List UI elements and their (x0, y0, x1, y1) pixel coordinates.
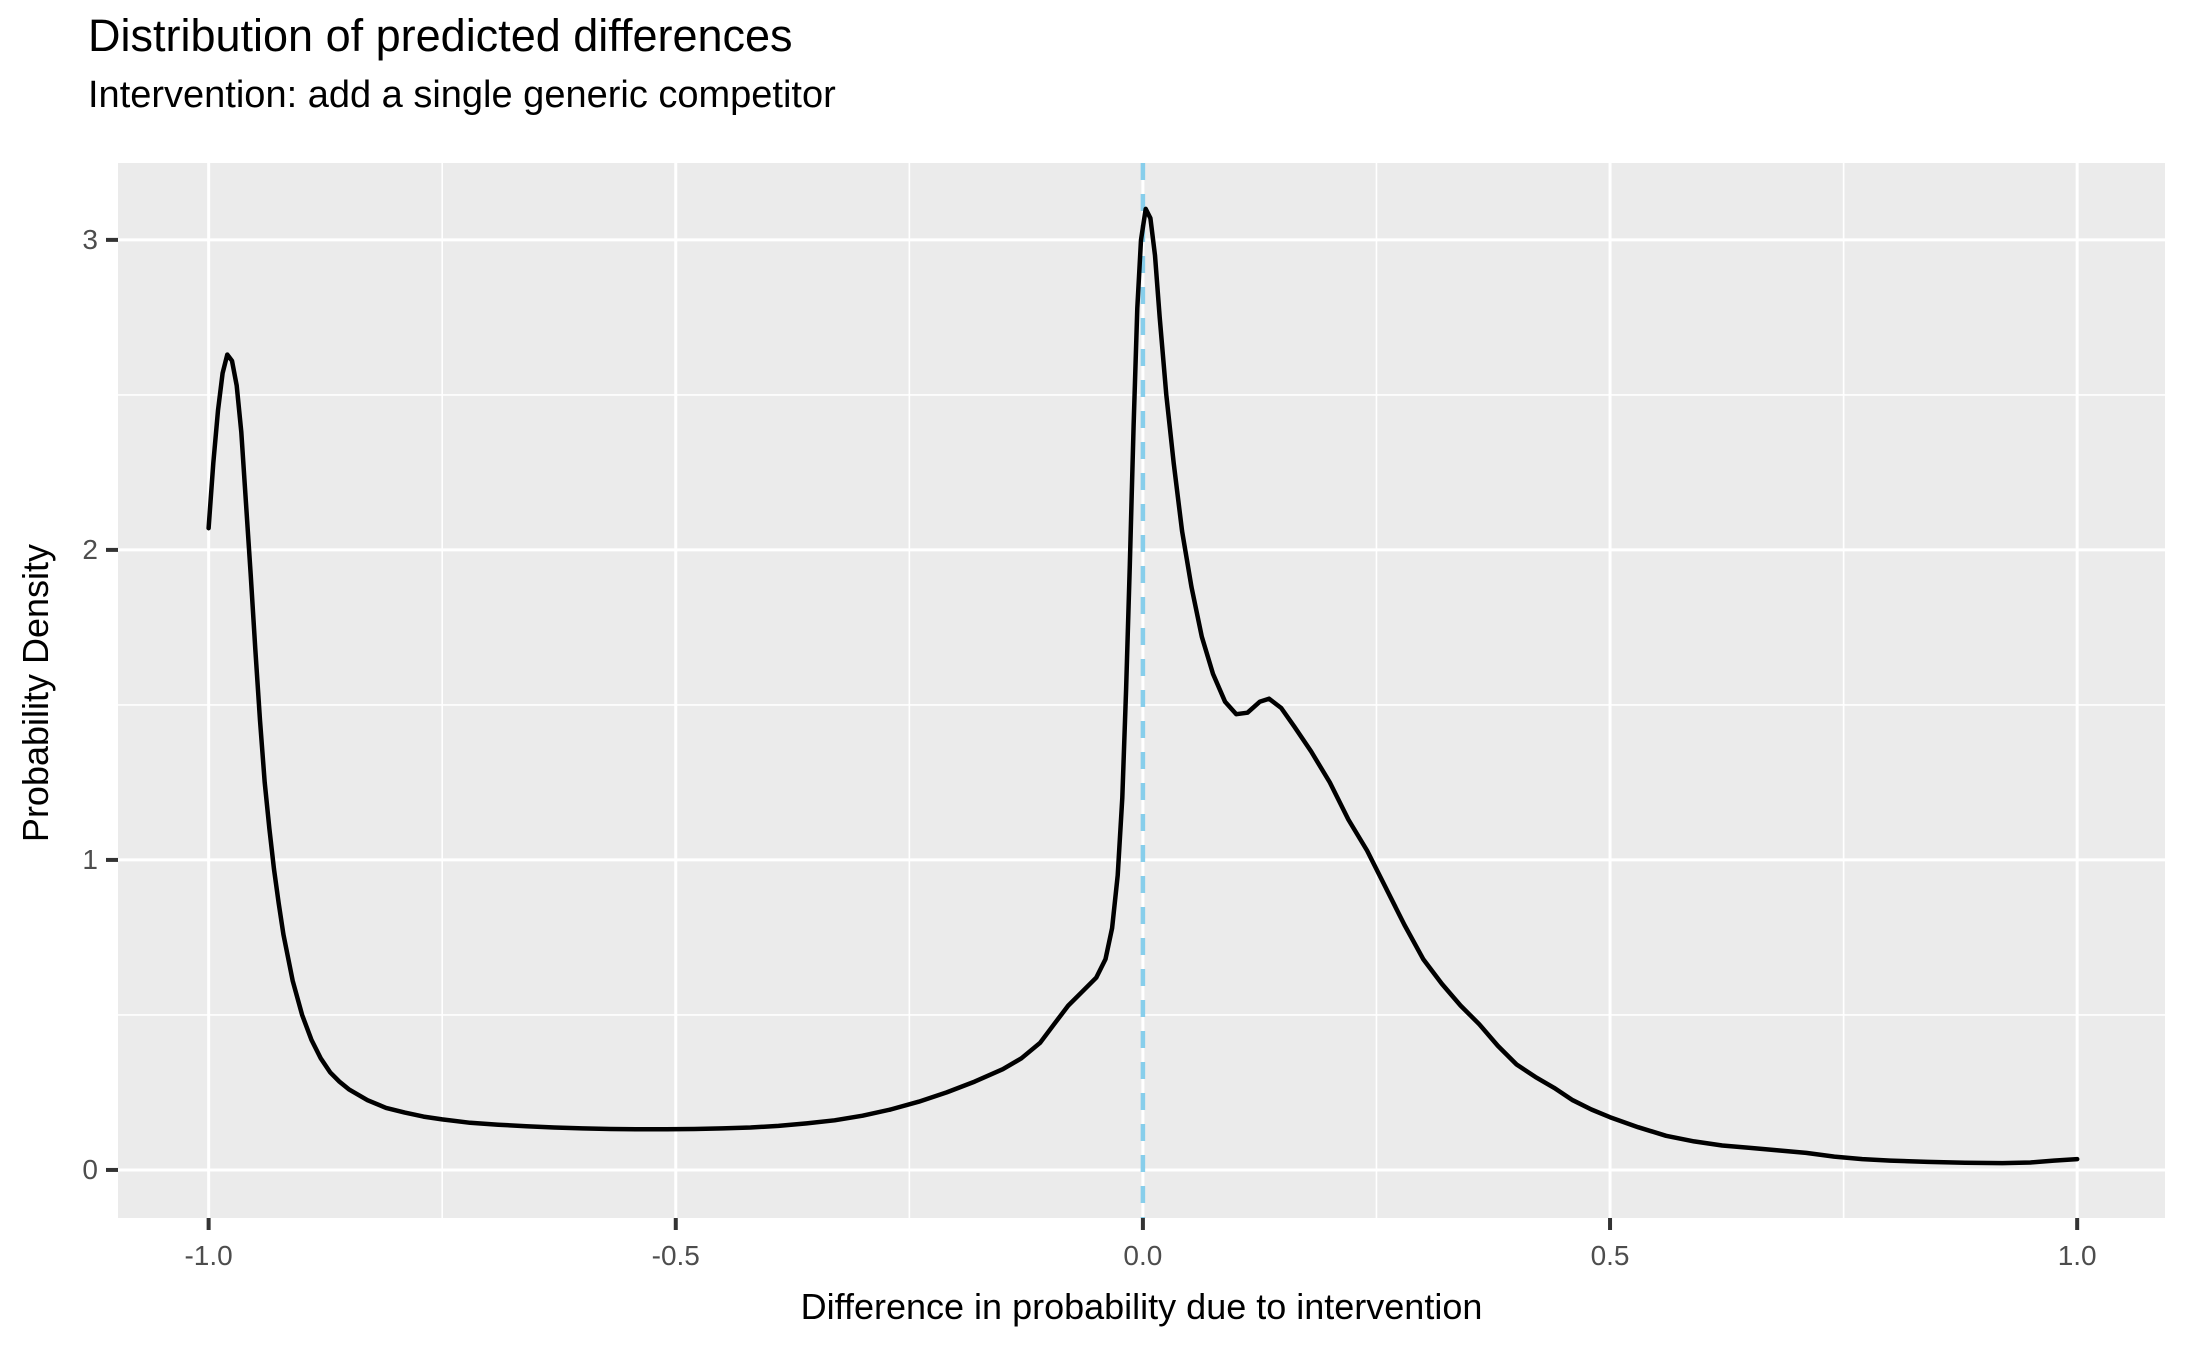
x-tick-label: 1.0 (2057, 1240, 2097, 1271)
y-tick-label: 2 (82, 533, 98, 565)
density-curve (206, 206, 2080, 1166)
chart-subtitle: Intervention: add a single generic compe… (88, 74, 836, 116)
x-tick-label: -0.5 (651, 1240, 700, 1271)
y-tick-label: 1 (82, 843, 98, 875)
x-tick-label: -1.0 (184, 1240, 233, 1271)
x-tick-label: 0.5 (1590, 1240, 1630, 1271)
y-tick-label: 0 (82, 1153, 98, 1185)
chart-title: Distribution of predicted differences (88, 10, 793, 61)
x-axis-title: Difference in probability due to interve… (800, 1286, 1483, 1327)
y-tick-label: 3 (82, 223, 98, 255)
x-tick-label: 0.0 (1123, 1240, 1163, 1271)
y-axis-title: Probability Density (15, 543, 56, 843)
